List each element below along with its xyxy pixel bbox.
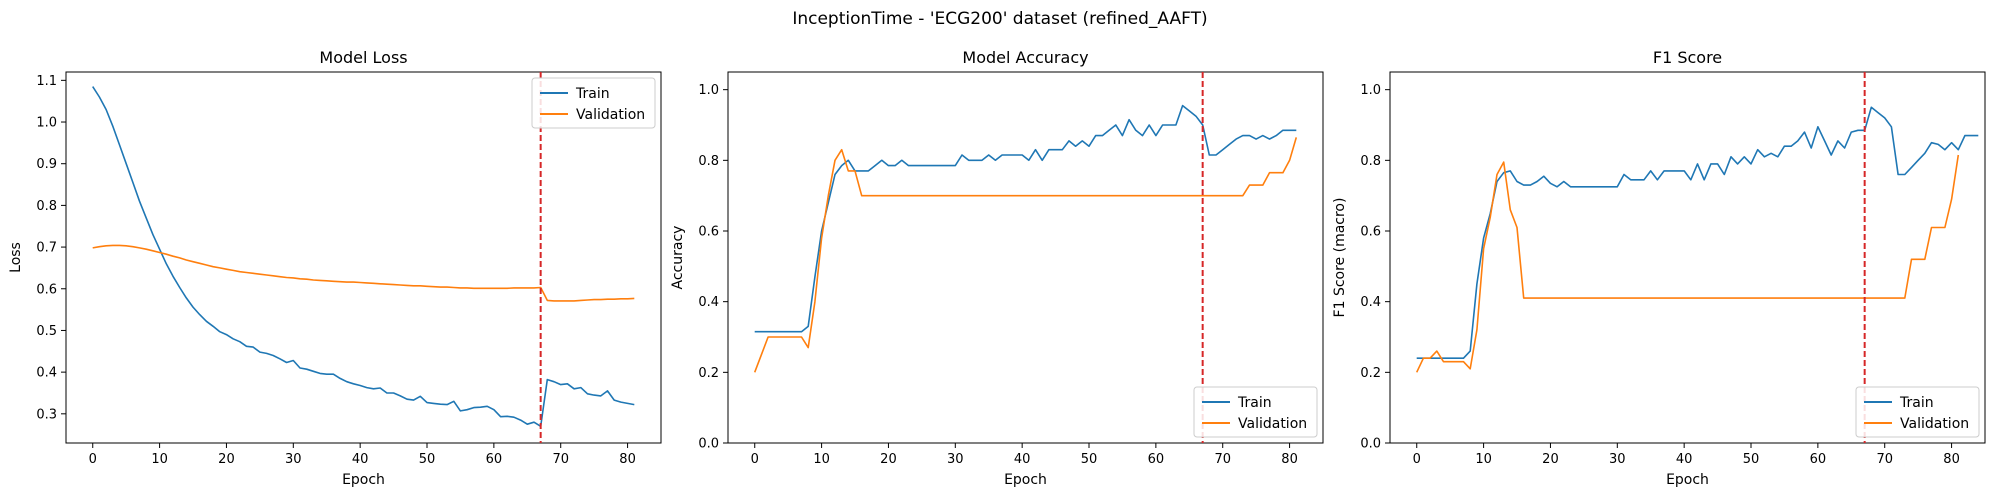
accuracy-title: Model Accuracy: [962, 48, 1088, 67]
loss-x-tick-label: 80: [619, 452, 636, 467]
accuracy-y-tick-label: 1.0: [698, 83, 719, 98]
accuracy-x-tick-label: 0: [751, 452, 759, 467]
f1-score-y-tick-label: 0.4: [1360, 295, 1381, 310]
loss-legend: Train Validation: [531, 77, 656, 129]
f1-score-x-tick-label: 10: [1475, 452, 1492, 467]
accuracy-x-axis-label: Epoch: [1004, 472, 1047, 488]
panel-accuracy: 0 10 20 30 40 50 60 70 80 0.0 0.2 0.4 0.6 0.8 1.0 Model…: [670, 48, 1324, 488]
f1-score-y-tick-label: 0.8: [1360, 154, 1381, 169]
figure-suptitle: InceptionTime - 'ECG200' dataset (refine…: [792, 9, 1207, 29]
accuracy-x-tick-label: 80: [1281, 452, 1298, 467]
f1-score-legend: Train Validation: [1855, 386, 1980, 438]
f1-score-x-tick-label: 80: [1943, 452, 1960, 467]
f1-score-x-tick-label: 30: [1609, 452, 1626, 467]
accuracy-series-train-line: [754, 104, 1297, 333]
accuracy-y-tick-label: 0.4: [698, 295, 719, 310]
f1-score-title: F1 Score: [1653, 48, 1722, 67]
f1-score-legend-label-train: Train: [1899, 395, 1934, 411]
loss-legend-label-validation: Validation: [576, 107, 645, 123]
f1-score-series-validation-line: [1415, 154, 1960, 373]
f1-score-x-axis-label: Epoch: [1666, 472, 1709, 488]
loss-x-tick-label: 10: [151, 452, 168, 467]
loss-axes-frame: [65, 71, 662, 444]
accuracy-y-tick-label: 0.2: [698, 366, 719, 381]
f1-score-x-tick-label: 40: [1676, 452, 1693, 467]
accuracy-legend-label-train: Train: [1237, 395, 1272, 411]
loss-x-tick-label: 30: [285, 452, 302, 467]
loss-series-validation-line: [92, 244, 635, 302]
f1-score-y-tick-label: 0.2: [1360, 366, 1381, 381]
loss-x-axis-label: Epoch: [342, 472, 385, 488]
loss-x-tick-label: 60: [486, 452, 503, 467]
accuracy-x-tick-label: 50: [1081, 452, 1098, 467]
loss-x-tick-label: 50: [419, 452, 436, 467]
accuracy-series-validation-line: [753, 137, 1298, 373]
f1-score-y-tick-label: 0.0: [1360, 437, 1381, 452]
accuracy-x-tick-label: 20: [880, 452, 897, 467]
f1-score-y-tick-label: 0.6: [1360, 225, 1381, 240]
loss-x-tick-label: 0: [89, 452, 97, 467]
accuracy-y-axis-label: Accuracy: [670, 226, 686, 290]
accuracy-x-tick-label: 70: [1214, 452, 1231, 467]
f1-score-x-tick-label: 60: [1810, 452, 1827, 467]
accuracy-y-tick-label: 0.8: [698, 154, 719, 169]
loss-y-tick-label: 0.6: [36, 282, 57, 297]
accuracy-x-tick-label: 30: [947, 452, 964, 467]
loss-y-tick-label: 0.9: [36, 157, 57, 172]
accuracy-legend: Train Validation: [1193, 386, 1318, 438]
loss-y-tick-label: 0.3: [36, 407, 57, 422]
loss-series-train-line: [92, 86, 635, 428]
loss-x-tick-label: 40: [352, 452, 369, 467]
loss-y-tick-label: 0.5: [36, 324, 57, 339]
loss-y-tick-label: 0.7: [36, 241, 57, 256]
loss-x-tick-label: 20: [218, 452, 235, 467]
f1-score-x-tick-label: 20: [1542, 452, 1559, 467]
loss-y-tick-label: 1.1: [36, 74, 57, 89]
f1-score-x-tick-label: 70: [1876, 452, 1893, 467]
accuracy-x-tick-label: 40: [1014, 452, 1031, 467]
f1-score-x-tick-label: 50: [1743, 452, 1760, 467]
accuracy-x-tick-label: 10: [813, 452, 830, 467]
panel-f1-score: 0 10 20 30 40 50 60 70 80 0.0 0.2 0.4 0.6 0.8 1.0 F1 Sc…: [1332, 48, 1986, 488]
loss-legend-label-train: Train: [575, 86, 610, 102]
accuracy-legend-label-validation: Validation: [1238, 416, 1307, 432]
loss-legend-box: [531, 77, 656, 129]
loss-title: Model Loss: [319, 48, 407, 67]
f1-score-legend-box: [1855, 386, 1980, 438]
panel-loss: 0 10 20 30 40 50 60 70 80 0.3 0.4 0.5 0.6 0.7 0.8 0.9 1.…: [8, 48, 662, 488]
loss-y-tick-label: 1.0: [36, 116, 57, 131]
f1-score-y-axis-label: F1 Score (macro): [1332, 198, 1348, 318]
accuracy-legend-box: [1193, 386, 1318, 438]
f1-score-x-tick-label: 0: [1413, 452, 1421, 467]
accuracy-x-tick-label: 60: [1148, 452, 1165, 467]
accuracy-y-tick-label: 0.0: [698, 437, 719, 452]
accuracy-axes-frame: [727, 71, 1324, 444]
f1-score-legend-label-validation: Validation: [1900, 416, 1969, 432]
loss-x-tick-label: 70: [552, 452, 569, 467]
accuracy-y-tick-label: 0.6: [698, 225, 719, 240]
loss-y-tick-label: 0.8: [36, 199, 57, 214]
f1-score-series-train-line: [1416, 106, 1979, 360]
loss-y-axis-label: Loss: [8, 242, 24, 273]
f1-score-axes-frame: [1389, 71, 1986, 444]
f1-score-y-tick-label: 1.0: [1360, 83, 1381, 98]
loss-y-tick-label: 0.4: [36, 366, 57, 381]
